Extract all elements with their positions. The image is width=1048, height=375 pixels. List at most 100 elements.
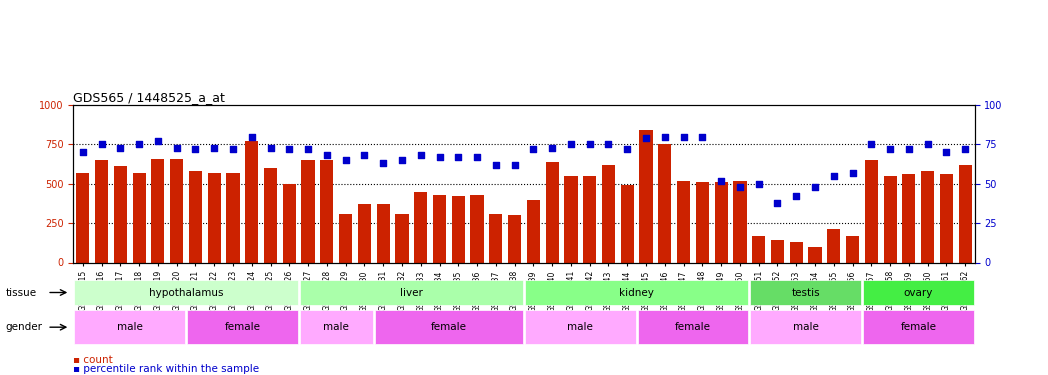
- Point: [468, 154, 485, 160]
- Bar: [527, 200, 540, 262]
- Point: [224, 146, 241, 152]
- Text: female: female: [675, 322, 711, 332]
- Point: [337, 157, 354, 163]
- FancyBboxPatch shape: [525, 310, 636, 344]
- Point: [131, 141, 148, 147]
- Point: [957, 146, 974, 152]
- FancyBboxPatch shape: [74, 310, 185, 344]
- Text: liver: liver: [400, 288, 422, 297]
- Point: [205, 144, 222, 150]
- Bar: [414, 192, 428, 262]
- Bar: [340, 214, 352, 262]
- FancyBboxPatch shape: [863, 310, 974, 344]
- Text: female: female: [900, 322, 936, 332]
- Bar: [508, 215, 521, 262]
- FancyBboxPatch shape: [863, 280, 974, 305]
- Point: [919, 141, 936, 147]
- Point: [713, 178, 729, 184]
- Bar: [151, 159, 165, 262]
- Bar: [677, 181, 691, 262]
- FancyBboxPatch shape: [300, 280, 523, 305]
- Point: [788, 194, 805, 200]
- Bar: [321, 160, 333, 262]
- FancyBboxPatch shape: [74, 280, 298, 305]
- Bar: [264, 168, 277, 262]
- Point: [431, 154, 447, 160]
- Point: [525, 146, 542, 152]
- Text: testis: testis: [791, 288, 820, 297]
- FancyBboxPatch shape: [637, 310, 748, 344]
- Bar: [489, 214, 502, 262]
- Bar: [208, 173, 221, 262]
- Point: [826, 173, 843, 179]
- Text: gender: gender: [5, 322, 42, 332]
- Text: GDS565 / 1448525_a_at: GDS565 / 1448525_a_at: [73, 91, 225, 104]
- Bar: [546, 162, 559, 262]
- Point: [319, 152, 335, 158]
- Bar: [865, 160, 878, 262]
- Bar: [771, 240, 784, 262]
- Bar: [846, 236, 859, 262]
- Point: [563, 141, 580, 147]
- Text: ▪ percentile rank within the sample: ▪ percentile rank within the sample: [73, 364, 260, 374]
- Point: [544, 144, 561, 150]
- Bar: [283, 184, 296, 262]
- Point: [506, 162, 523, 168]
- Bar: [790, 242, 803, 262]
- Point: [582, 141, 598, 147]
- Bar: [658, 144, 672, 262]
- Text: hypothalamus: hypothalamus: [149, 288, 223, 297]
- Point: [863, 141, 879, 147]
- Bar: [752, 236, 765, 262]
- Bar: [357, 204, 371, 262]
- Point: [881, 146, 898, 152]
- Bar: [639, 130, 653, 262]
- Bar: [959, 165, 971, 262]
- Point: [732, 184, 748, 190]
- Text: tissue: tissue: [5, 288, 37, 297]
- Point: [150, 138, 167, 144]
- Point: [243, 134, 260, 140]
- FancyBboxPatch shape: [187, 310, 298, 344]
- Point: [750, 181, 767, 187]
- Point: [356, 152, 373, 158]
- Bar: [95, 160, 108, 262]
- Bar: [620, 185, 634, 262]
- Bar: [114, 166, 127, 262]
- Bar: [921, 171, 934, 262]
- Bar: [376, 204, 390, 262]
- FancyBboxPatch shape: [375, 310, 523, 344]
- Bar: [696, 182, 708, 262]
- Text: ovary: ovary: [903, 288, 933, 297]
- FancyBboxPatch shape: [750, 280, 861, 305]
- Point: [450, 154, 466, 160]
- Point: [807, 184, 824, 190]
- Text: kidney: kidney: [619, 288, 654, 297]
- Text: male: male: [792, 322, 818, 332]
- Bar: [433, 195, 446, 262]
- Bar: [302, 160, 314, 262]
- Bar: [602, 165, 615, 262]
- Point: [900, 146, 917, 152]
- Bar: [452, 196, 465, 262]
- FancyBboxPatch shape: [300, 310, 373, 344]
- Bar: [245, 141, 258, 262]
- Point: [675, 134, 692, 140]
- Bar: [395, 214, 409, 262]
- Point: [74, 149, 91, 155]
- Point: [637, 135, 654, 141]
- Point: [394, 157, 411, 163]
- Point: [375, 160, 392, 166]
- Bar: [734, 181, 746, 262]
- Point: [769, 200, 786, 206]
- Point: [169, 144, 185, 150]
- Point: [656, 134, 673, 140]
- FancyBboxPatch shape: [750, 310, 861, 344]
- Bar: [132, 173, 146, 262]
- Bar: [902, 174, 916, 262]
- FancyBboxPatch shape: [525, 280, 748, 305]
- Text: female: female: [431, 322, 467, 332]
- Point: [845, 170, 861, 176]
- Bar: [883, 176, 897, 262]
- Point: [619, 146, 636, 152]
